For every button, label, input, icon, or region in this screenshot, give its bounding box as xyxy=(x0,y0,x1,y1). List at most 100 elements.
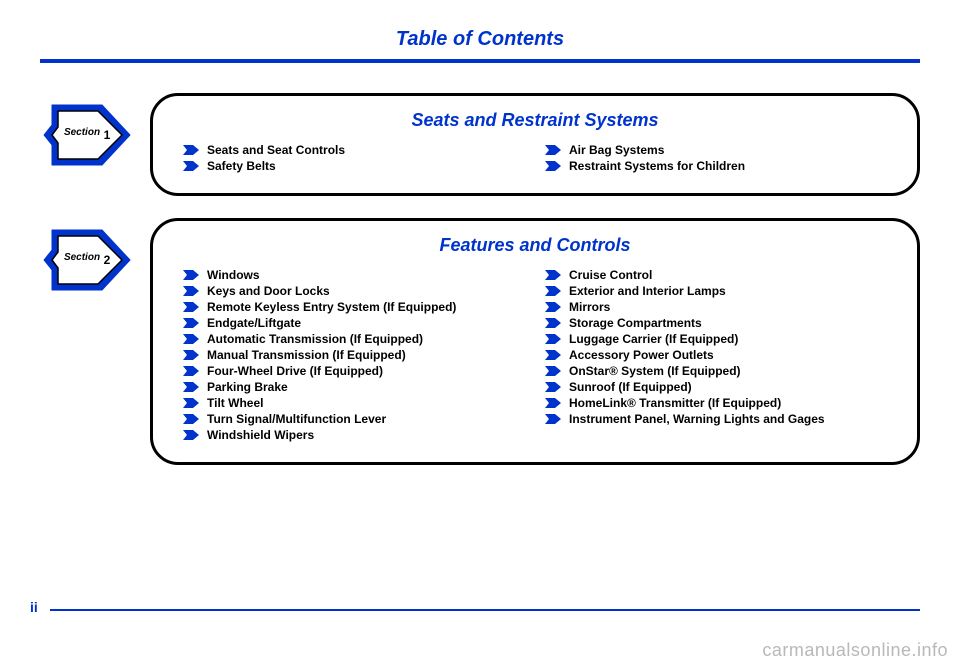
toc-item-label: Keys and Door Locks xyxy=(201,284,330,298)
toc-item[interactable]: Cruise Control xyxy=(545,268,887,282)
toc-item-label: HomeLink® Transmitter (If Equipped) xyxy=(563,396,781,410)
toc-item[interactable]: Keys and Door Locks xyxy=(183,284,525,298)
section-col-right: Air Bag Systems Restraint Systems for Ch… xyxy=(545,141,887,175)
toc-item[interactable]: Parking Brake xyxy=(183,380,525,394)
toc-item-label: Tilt Wheel xyxy=(201,396,263,410)
arrow-bullet-icon xyxy=(545,381,563,393)
toc-item-label: Storage Compartments xyxy=(563,316,702,330)
toc-item[interactable]: Luggage Carrier (If Equipped) xyxy=(545,332,887,346)
toc-item[interactable]: Manual Transmission (If Equipped) xyxy=(183,348,525,362)
toc-item-label: Automatic Transmission (If Equipped) xyxy=(201,332,423,346)
arrow-bullet-icon xyxy=(545,160,563,172)
toc-item[interactable]: Seats and Seat Controls xyxy=(183,143,525,157)
svg-text:Section: Section xyxy=(64,252,100,263)
arrow-bullet-icon xyxy=(183,144,201,156)
page-number: ii xyxy=(30,599,38,615)
toc-item-label: Mirrors xyxy=(563,300,610,314)
toc-item[interactable]: Turn Signal/Multifunction Lever xyxy=(183,412,525,426)
section-block: Section 1 Seats and Restraint Systems Se… xyxy=(40,93,920,196)
section-card: Seats and Restraint Systems Seats and Se… xyxy=(150,93,920,196)
section-block: Section 2 Features and Controls Windows … xyxy=(40,218,920,465)
toc-item[interactable]: HomeLink® Transmitter (If Equipped) xyxy=(545,396,887,410)
toc-item-label: Manual Transmission (If Equipped) xyxy=(201,348,406,362)
toc-item[interactable]: Automatic Transmission (If Equipped) xyxy=(183,332,525,346)
arrow-bullet-icon xyxy=(545,349,563,361)
section-col-left: Seats and Seat Controls Safety Belts xyxy=(183,141,525,175)
toc-item[interactable]: Windshield Wipers xyxy=(183,428,525,442)
toc-item[interactable]: Tilt Wheel xyxy=(183,396,525,410)
toc-item-label: Parking Brake xyxy=(201,380,288,394)
top-divider xyxy=(40,59,920,63)
arrow-bullet-icon xyxy=(183,429,201,441)
arrow-bullet-icon xyxy=(545,269,563,281)
toc-item[interactable]: Four-Wheel Drive (If Equipped) xyxy=(183,364,525,378)
toc-item[interactable]: Sunroof (If Equipped) xyxy=(545,380,887,394)
section-badge-icon: Section 2 xyxy=(40,222,140,302)
toc-item-label: Endgate/Liftgate xyxy=(201,316,301,330)
toc-item-label: OnStar® System (If Equipped) xyxy=(563,364,741,378)
svg-text:1: 1 xyxy=(104,128,111,142)
arrow-bullet-icon xyxy=(545,397,563,409)
toc-item-label: Luggage Carrier (If Equipped) xyxy=(563,332,738,346)
section-badge-icon: Section 1 xyxy=(40,97,140,177)
toc-item[interactable]: Exterior and Interior Lamps xyxy=(545,284,887,298)
section-title[interactable]: Features and Controls xyxy=(183,235,887,256)
section-columns: Windows Keys and Door Locks Remote Keyle… xyxy=(183,266,887,444)
section-badge: Section 1 xyxy=(40,93,150,182)
toc-item-label: Four-Wheel Drive (If Equipped) xyxy=(201,364,383,378)
arrow-bullet-icon xyxy=(183,317,201,329)
toc-item[interactable]: Safety Belts xyxy=(183,159,525,173)
arrow-bullet-icon xyxy=(545,333,563,345)
toc-item-label: Turn Signal/Multifunction Lever xyxy=(201,412,386,426)
watermark: carmanualsonline.info xyxy=(762,640,948,661)
toc-item-label: Remote Keyless Entry System (If Equipped… xyxy=(201,300,456,314)
toc-item-label: Seats and Seat Controls xyxy=(201,143,345,157)
toc-item[interactable]: Windows xyxy=(183,268,525,282)
toc-item-label: Accessory Power Outlets xyxy=(563,348,714,362)
arrow-bullet-icon xyxy=(183,333,201,345)
toc-item-label: Air Bag Systems xyxy=(563,143,664,157)
arrow-bullet-icon xyxy=(183,397,201,409)
section-badge: Section 2 xyxy=(40,218,150,307)
toc-item[interactable]: Mirrors xyxy=(545,300,887,314)
toc-item-label: Windows xyxy=(201,268,260,282)
section-col-left: Windows Keys and Door Locks Remote Keyle… xyxy=(183,266,525,444)
toc-item[interactable]: Storage Compartments xyxy=(545,316,887,330)
section-title[interactable]: Seats and Restraint Systems xyxy=(183,110,887,131)
section-col-right: Cruise Control Exterior and Interior Lam… xyxy=(545,266,887,444)
arrow-bullet-icon xyxy=(183,349,201,361)
arrow-bullet-icon xyxy=(545,144,563,156)
toc-item-label: Windshield Wipers xyxy=(201,428,314,442)
svg-text:Section: Section xyxy=(64,127,100,138)
arrow-bullet-icon xyxy=(183,160,201,172)
toc-item-label: Exterior and Interior Lamps xyxy=(563,284,726,298)
arrow-bullet-icon xyxy=(545,301,563,313)
toc-item-label: Restraint Systems for Children xyxy=(563,159,745,173)
toc-item[interactable]: Accessory Power Outlets xyxy=(545,348,887,362)
toc-item-label: Safety Belts xyxy=(201,159,276,173)
page-title: Table of Contents xyxy=(0,28,960,51)
arrow-bullet-icon xyxy=(183,381,201,393)
toc-item-label: Sunroof (If Equipped) xyxy=(563,380,692,394)
toc-item-label: Instrument Panel, Warning Lights and Gag… xyxy=(563,412,825,426)
arrow-bullet-icon xyxy=(545,413,563,425)
toc-item-label: Cruise Control xyxy=(563,268,652,282)
section-columns: Seats and Seat Controls Safety Belts Air… xyxy=(183,141,887,175)
arrow-bullet-icon xyxy=(545,317,563,329)
svg-text:2: 2 xyxy=(104,253,111,267)
arrow-bullet-icon xyxy=(183,413,201,425)
section-card: Features and Controls Windows Keys and D… xyxy=(150,218,920,465)
arrow-bullet-icon xyxy=(545,365,563,377)
arrow-bullet-icon xyxy=(183,269,201,281)
toc-item[interactable]: Restraint Systems for Children xyxy=(545,159,887,173)
toc-item[interactable]: OnStar® System (If Equipped) xyxy=(545,364,887,378)
arrow-bullet-icon xyxy=(183,365,201,377)
bottom-divider xyxy=(50,609,920,611)
toc-item[interactable]: Air Bag Systems xyxy=(545,143,887,157)
toc-item[interactable]: Instrument Panel, Warning Lights and Gag… xyxy=(545,412,887,426)
arrow-bullet-icon xyxy=(183,285,201,297)
toc-item[interactable]: Remote Keyless Entry System (If Equipped… xyxy=(183,300,525,314)
arrow-bullet-icon xyxy=(545,285,563,297)
toc-item[interactable]: Endgate/Liftgate xyxy=(183,316,525,330)
arrow-bullet-icon xyxy=(183,301,201,313)
